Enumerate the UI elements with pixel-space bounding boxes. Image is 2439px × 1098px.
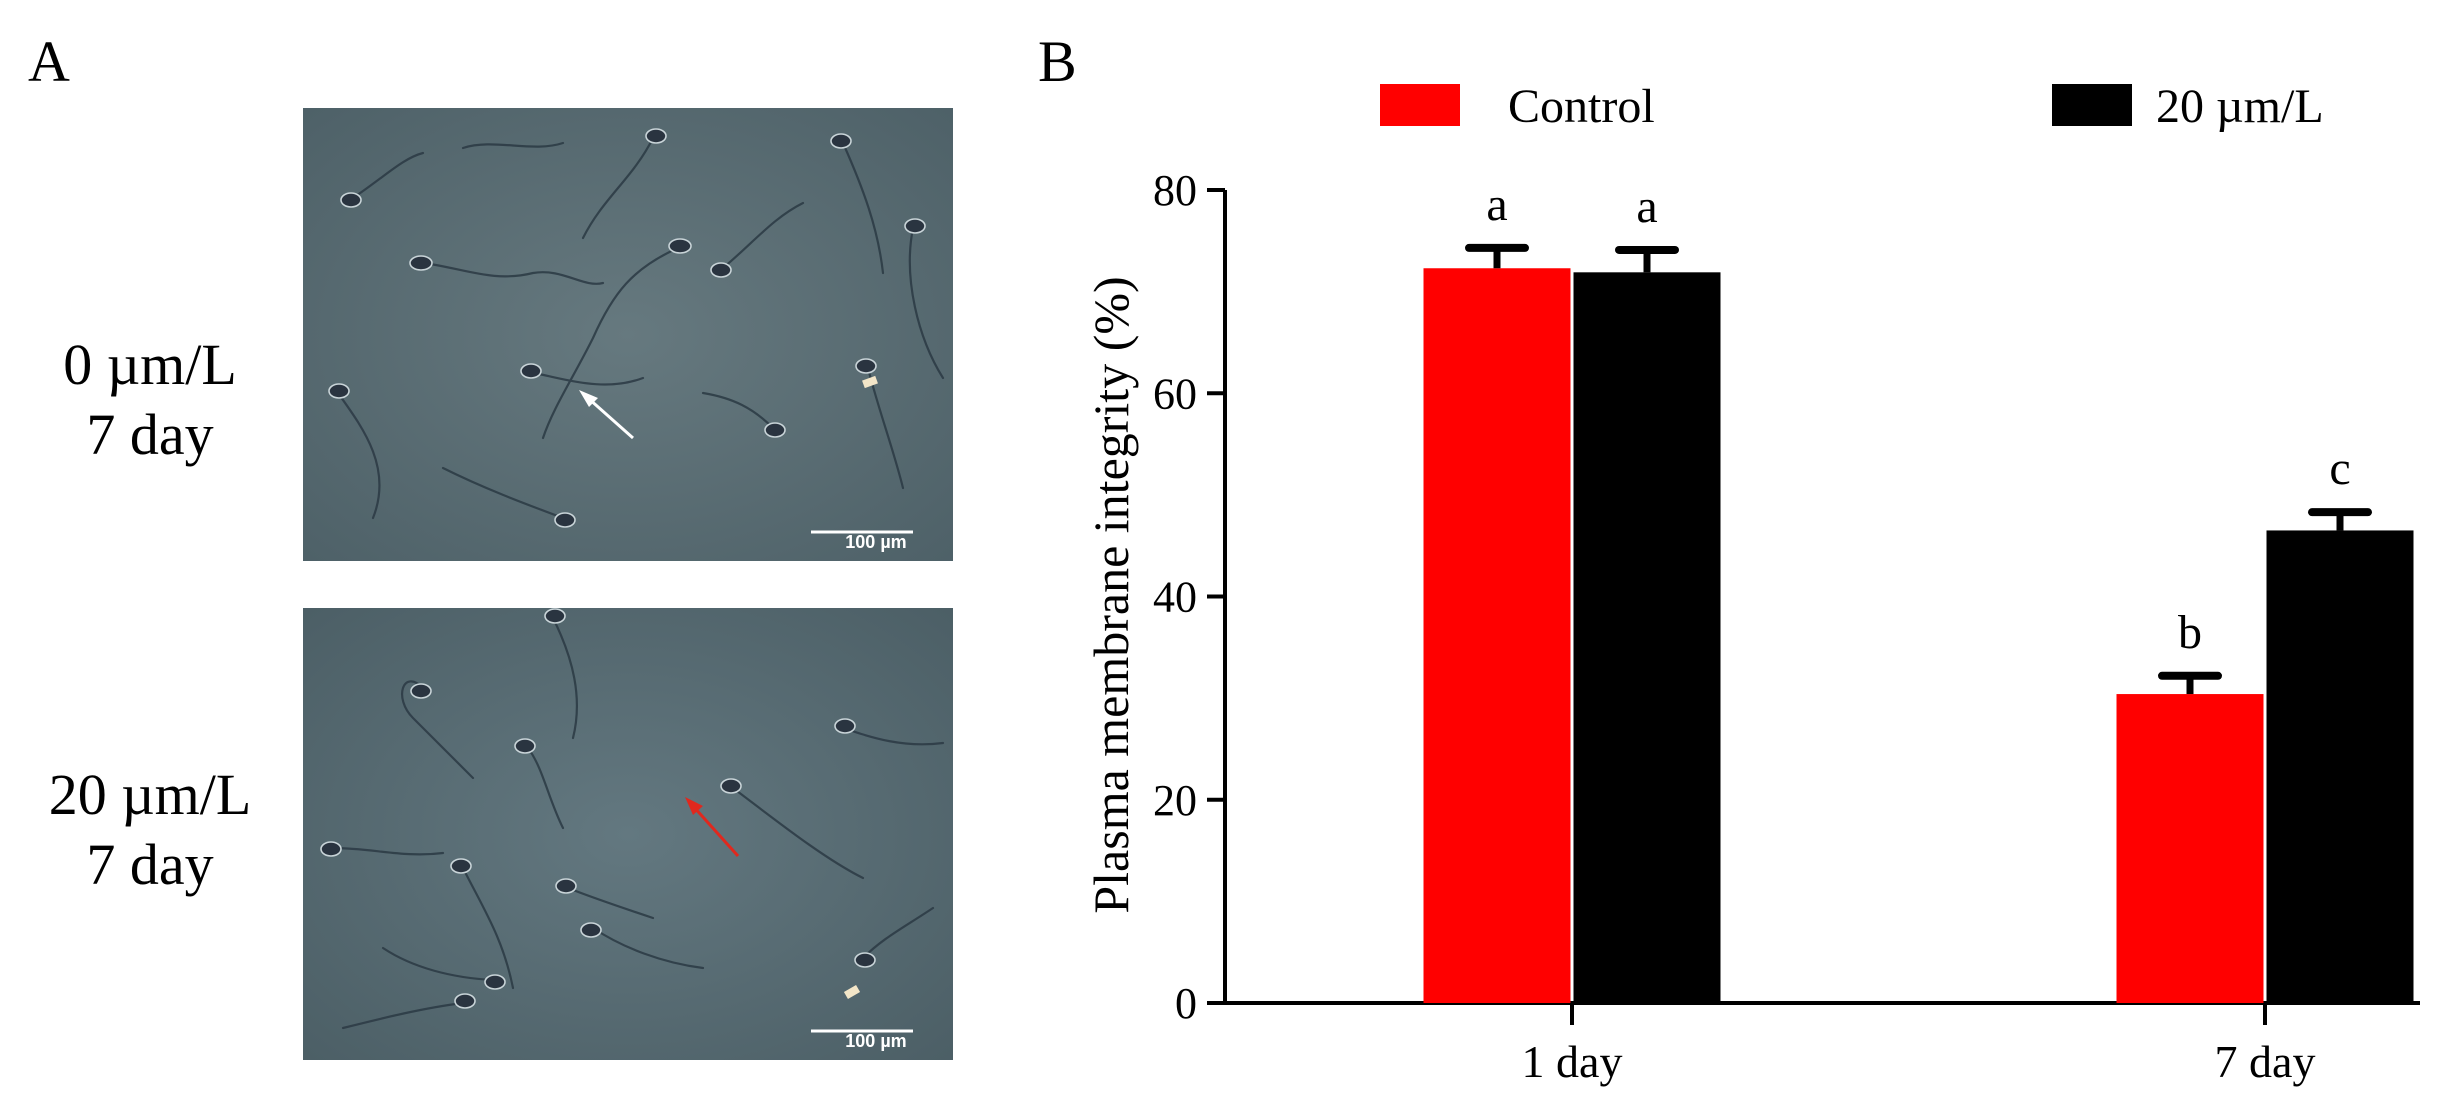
legend-label-treated: 20 µm/L [2156, 80, 2324, 133]
bar [2266, 530, 2414, 1003]
y-tick-label: 80 [1153, 166, 1197, 215]
row-label-day: 7 day [86, 832, 214, 897]
row-label-day: 7 day [86, 402, 214, 467]
micrograph-image [303, 608, 953, 1060]
y-tick-label: 60 [1153, 369, 1197, 418]
bar-chart: Control 20 µm/L Plasma membrane integrit… [1083, 80, 2420, 1087]
y-axis-label: Plasma membrane integrity (%) [1083, 276, 1139, 913]
row-label-0-um-7-day: 0 µm/L 7 day [0, 330, 300, 470]
bar [1573, 272, 1721, 1003]
y-tick-label: 0 [1175, 979, 1197, 1028]
legend-label-control: Control [1508, 80, 1655, 133]
micrograph-image [303, 108, 953, 561]
legend-swatch-treated [2052, 84, 2132, 126]
y-tick-label: 20 [1153, 776, 1197, 825]
scale-bar-label: 100 µm [845, 1031, 907, 1051]
significance-letter: a [1636, 180, 1657, 233]
row-label-20-um-7-day: 20 µm/L 7 day [0, 760, 300, 900]
panel-a-label: A [28, 29, 70, 94]
row-label-concentration: 0 µm/L [63, 332, 237, 397]
panel-b-label: B [1038, 29, 1077, 94]
bar [1423, 268, 1571, 1004]
significance-letter: c [2329, 442, 2350, 495]
micrograph-control-7-day [303, 108, 953, 561]
bar [2116, 694, 2264, 1003]
x-tick-label: 7 day [2215, 1036, 2316, 1087]
row-label-concentration: 20 µm/L [48, 762, 252, 827]
significance-letter: b [2178, 606, 2202, 659]
y-tick-label: 40 [1153, 573, 1197, 622]
significance-letter: a [1486, 178, 1507, 231]
legend: Control 20 µm/L [1380, 80, 2324, 133]
x-tick-label: 1 day [1522, 1036, 1623, 1087]
micrograph-treated-7-day [303, 608, 953, 1060]
legend-swatch-control [1380, 84, 1460, 126]
scale-bar-label: 100 µm [845, 532, 907, 552]
